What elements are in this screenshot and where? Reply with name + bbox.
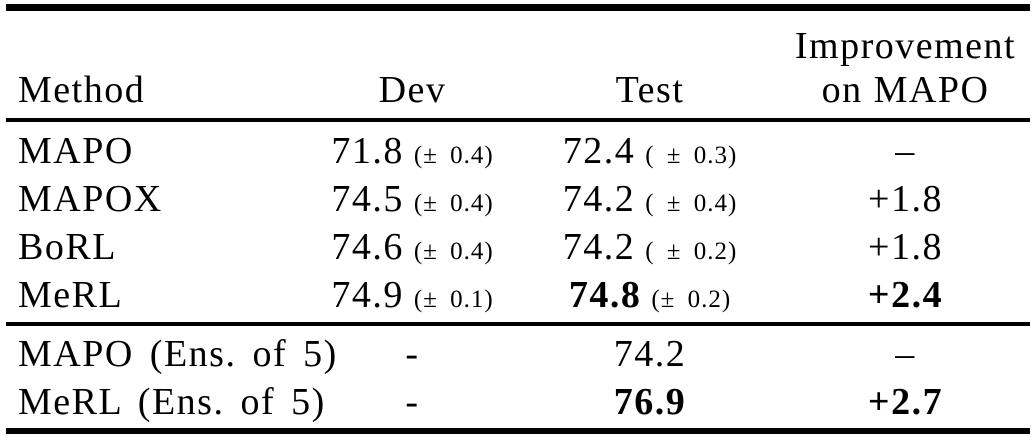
cell-dev: - <box>405 381 420 423</box>
col-header-improvement-line1: Improvement <box>794 25 1017 67</box>
cell-method: MAPO (Ens. of 5) <box>18 333 338 375</box>
cell-dev: - <box>405 333 420 375</box>
dev-value: 74.6 <box>331 226 404 268</box>
table-row-mapo-ensemble: MAPO (Ens. of 5) - 74.2 – <box>0 330 1036 378</box>
cell-dev: 71.8 (± 0.4) <box>300 127 525 175</box>
table-row-mapox: MAPOX 74.5 (± 0.4) 74.2 ( ± 0.4) +1.8 <box>0 175 1036 223</box>
cell-dev: 74.5 (± 0.4) <box>300 175 525 223</box>
table-header-rule <box>6 118 1030 122</box>
dev-uncertainty: (± 0.4) <box>413 190 494 217</box>
test-uncertainty: ( ± 0.2) <box>645 238 738 265</box>
cell-method: MAPO <box>18 130 134 172</box>
table-bottom-rule <box>6 428 1030 434</box>
test-uncertainty: (± 0.2) <box>651 286 732 313</box>
test-value: 74.8 <box>568 274 642 316</box>
cell-method: MeRL (Ens. of 5) <box>18 381 326 423</box>
table-top-rule <box>6 4 1030 11</box>
test-uncertainty: ( ± 0.4) <box>645 190 738 217</box>
col-header-improvement: Improvement on MAPO <box>775 24 1036 112</box>
cell-test: 74.2 <box>613 333 687 375</box>
main-results-section: MAPO 71.8 (± 0.4) 72.4 ( ± 0.3) – MAPOX 74… <box>0 122 1036 322</box>
col-header-test: Test <box>615 69 685 111</box>
cell-test: 74.8 (± 0.2) <box>525 271 775 319</box>
dev-uncertainty: (± 0.4) <box>413 238 494 265</box>
table-row-mapo: MAPO 71.8 (± 0.4) 72.4 ( ± 0.3) – <box>0 127 1036 175</box>
cell-improvement: +2.7 <box>867 381 944 423</box>
cell-method: MAPOX <box>18 178 163 220</box>
cell-method: MeRL <box>18 274 124 316</box>
dev-uncertainty: (± 0.1) <box>413 286 494 313</box>
cell-test: 72.4 ( ± 0.3) <box>525 127 775 175</box>
dev-value: 71.8 <box>331 130 404 172</box>
cell-dev: 74.6 (± 0.4) <box>300 223 525 271</box>
table-row-merl: MeRL 74.9 (± 0.1) 74.8 (± 0.2) +2.4 <box>0 271 1036 319</box>
test-value: 72.4 <box>562 130 636 172</box>
table-row-merl-ensemble: MeRL (Ens. of 5) - 76.9 +2.7 <box>0 378 1036 426</box>
cell-improvement: – <box>895 333 916 375</box>
dev-value: 74.9 <box>331 274 404 316</box>
cell-method: BoRL <box>18 226 117 268</box>
table-row-borl: BoRL 74.6 (± 0.4) 74.2 ( ± 0.2) +1.8 <box>0 223 1036 271</box>
cell-test: 74.2 ( ± 0.2) <box>525 223 775 271</box>
table-header-row: Method Dev Test Improvement on MAPO <box>0 11 1036 118</box>
test-value: 74.2 <box>562 226 636 268</box>
dev-value: 74.5 <box>331 178 404 220</box>
cell-improvement: +1.8 <box>868 178 943 220</box>
col-header-method: Method <box>18 69 146 111</box>
col-header-dev: Dev <box>378 69 447 111</box>
test-value: 74.2 <box>562 178 636 220</box>
cell-test: 76.9 <box>613 381 687 423</box>
table-section-rule <box>6 322 1030 326</box>
ensemble-results-section: MAPO (Ens. of 5) - 74.2 – MeRL (Ens. of … <box>0 326 1036 428</box>
test-uncertainty: ( ± 0.3) <box>645 142 738 169</box>
col-header-improvement-line2: on MAPO <box>821 69 990 111</box>
cell-improvement: +1.8 <box>868 226 943 268</box>
dev-uncertainty: (± 0.4) <box>413 142 494 169</box>
cell-improvement: +2.4 <box>867 274 944 316</box>
cell-improvement: – <box>895 130 916 172</box>
cell-test: 74.2 ( ± 0.4) <box>525 175 775 223</box>
cell-dev: 74.9 (± 0.1) <box>300 271 525 319</box>
